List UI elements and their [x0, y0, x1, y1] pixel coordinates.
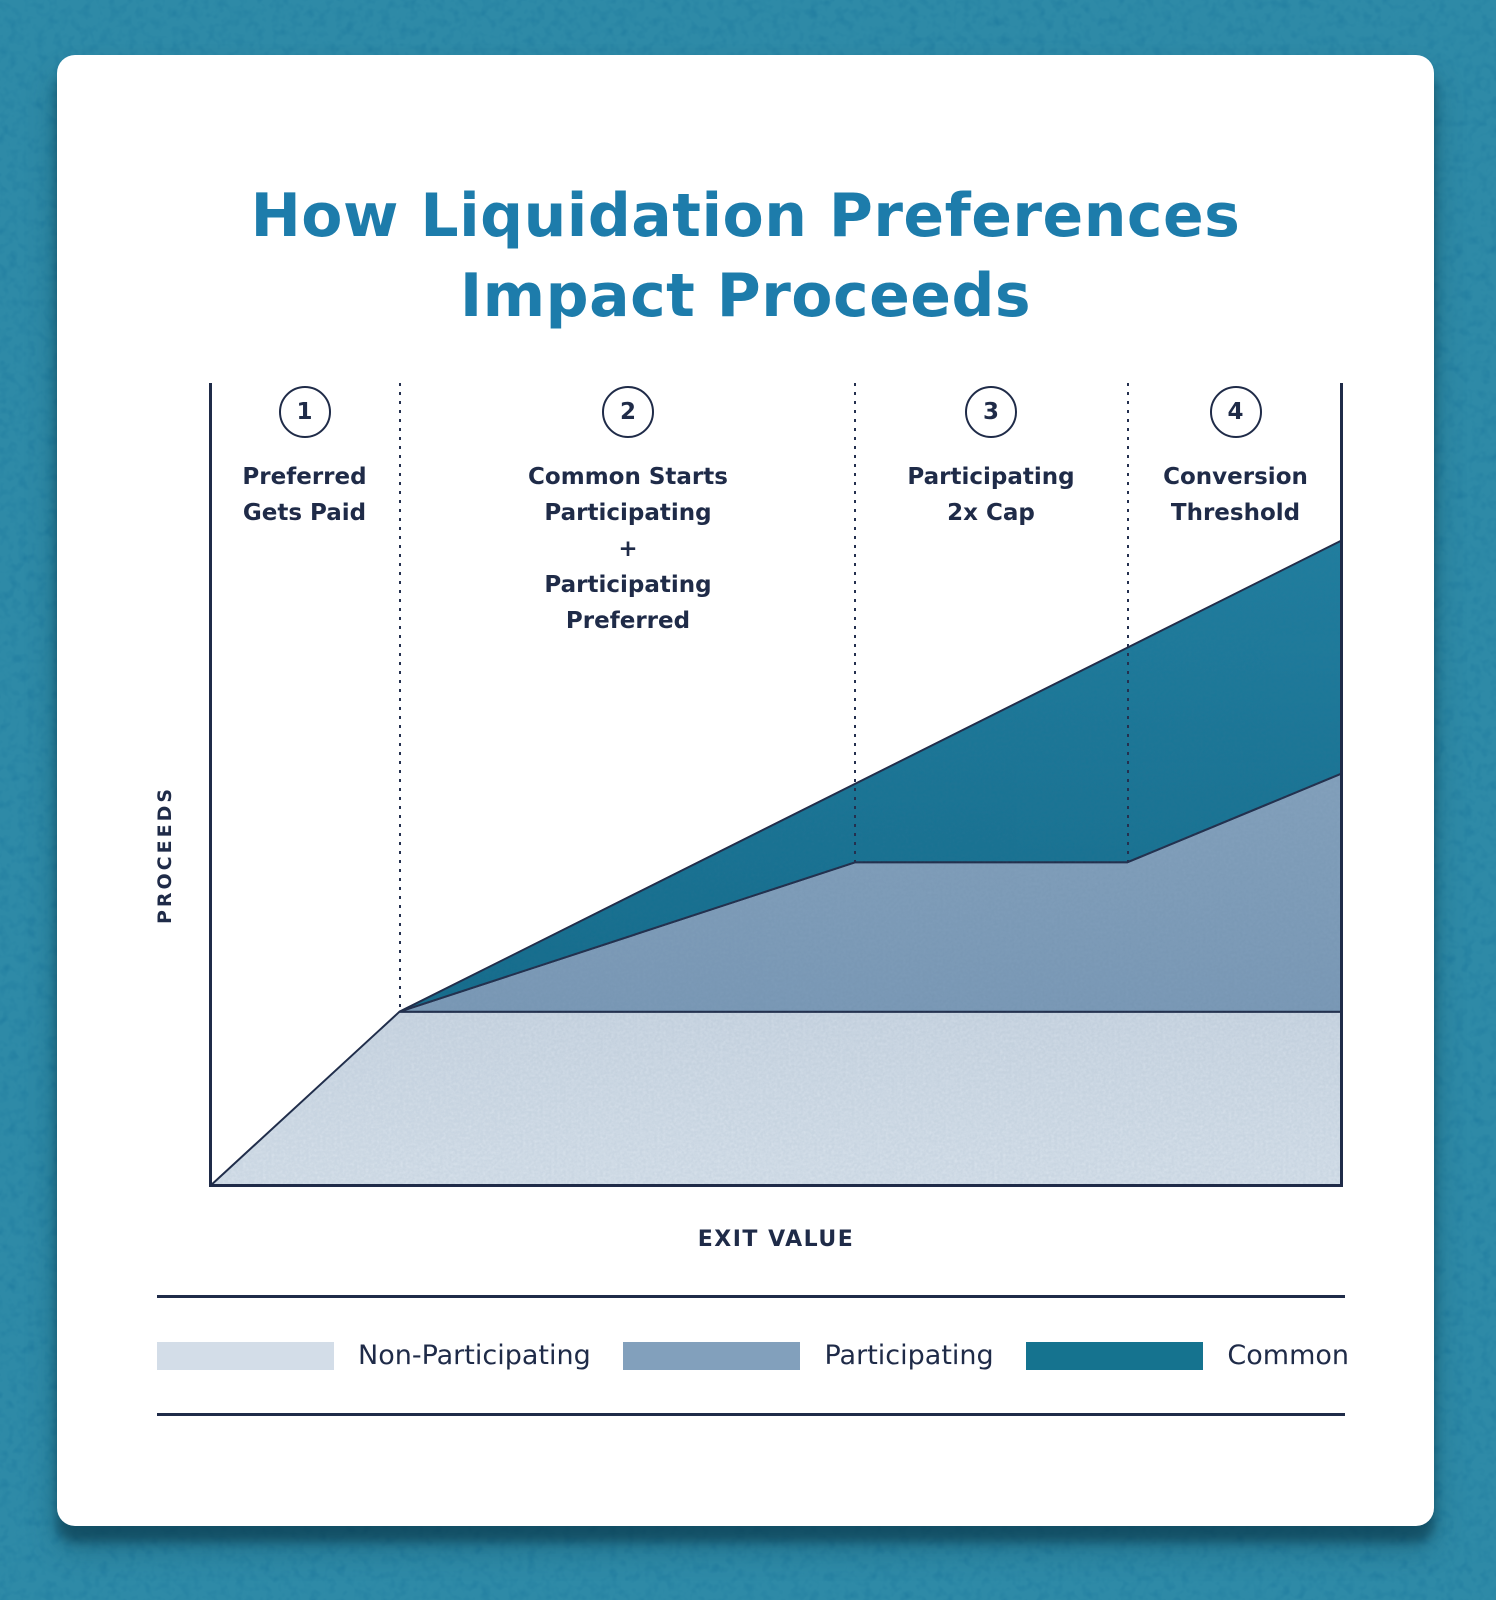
legend-divider-top [157, 1295, 1345, 1298]
phase-1-label-line: Gets Paid [242, 500, 367, 526]
chart-areas [209, 383, 1343, 1187]
phase-1-label: Preferred Gets Paid [209, 459, 400, 531]
phase-4-label-line: Conversion [1163, 464, 1308, 490]
phase-2-label-line: Participating [544, 572, 712, 598]
phase-1-column: 1 Preferred Gets Paid [209, 383, 400, 1187]
phase-1-label-line: Preferred [242, 464, 367, 490]
phase-3-column: 3 Participating 2x Cap [855, 383, 1127, 1187]
legend-label: Common [1227, 1340, 1349, 1371]
legend-swatch [1026, 1342, 1204, 1370]
x-axis-label: EXIT VALUE [697, 1227, 855, 1252]
phase-4-number: 4 [1227, 399, 1244, 425]
phase-3-number-badge: 3 [965, 386, 1017, 438]
phase-3-label-line: Participating [907, 464, 1075, 490]
infographic-card: How Liquidation Preferences Impact Procee… [57, 55, 1434, 1526]
phase-1-number-badge: 1 [278, 386, 331, 438]
legend-divider-bottom [157, 1413, 1345, 1416]
phase-3-label-line: 2x Cap [947, 500, 1035, 526]
phase-4-label: Conversion Threshold [1128, 459, 1343, 531]
phase-2-label-line: Participating [544, 500, 712, 526]
legend-label: Participating [824, 1340, 994, 1371]
phase-2-label-line: Preferred [565, 608, 691, 634]
phase-boundary-dotted-line-3 [1127, 383, 1129, 862]
legend-swatch [623, 1342, 801, 1370]
page-title: How Liquidation Preferences Impact Procee… [57, 176, 1434, 336]
title-line-1: How Liquidation Preferences [250, 181, 1241, 252]
legend-swatch [157, 1342, 334, 1370]
stacked-area-chart: 1 Preferred Gets Paid 2 Common Starts Pa… [209, 383, 1343, 1187]
legend-label: Non-Participating [358, 1340, 591, 1371]
phase-2-label-plus: + [618, 536, 638, 562]
phase-2-label-line: Common Starts [528, 464, 728, 490]
phase-4-label-line: Threshold [1170, 500, 1301, 526]
title-line-2: Impact Proceeds [459, 261, 1032, 332]
legend: Non-Participating Participating Common [157, 1341, 1349, 1371]
phase-1-number: 1 [296, 399, 313, 425]
legend-item-common: Common [1026, 1341, 1349, 1371]
phase-2-label: Common Starts Participating + Participat… [400, 459, 856, 639]
legend-item-participating: Participating [623, 1340, 994, 1371]
y-axis-label: PROCEEDS [154, 785, 176, 925]
phase-3-label: Participating 2x Cap [855, 459, 1127, 531]
phase-boundary-dotted-line-1 [399, 383, 401, 1012]
phase-4-column: 4 Conversion Threshold [1128, 383, 1343, 1187]
phase-3-number: 3 [982, 399, 999, 425]
phase-2-column: 2 Common Starts Participating + Particip… [400, 383, 856, 1187]
phase-4-number-badge: 4 [1209, 386, 1262, 438]
legend-item-non-participating: Non-Participating [157, 1341, 591, 1371]
phase-2-number: 2 [619, 399, 636, 425]
phase-boundary-dotted-line-2 [854, 383, 856, 862]
phase-2-number-badge: 2 [602, 386, 654, 438]
